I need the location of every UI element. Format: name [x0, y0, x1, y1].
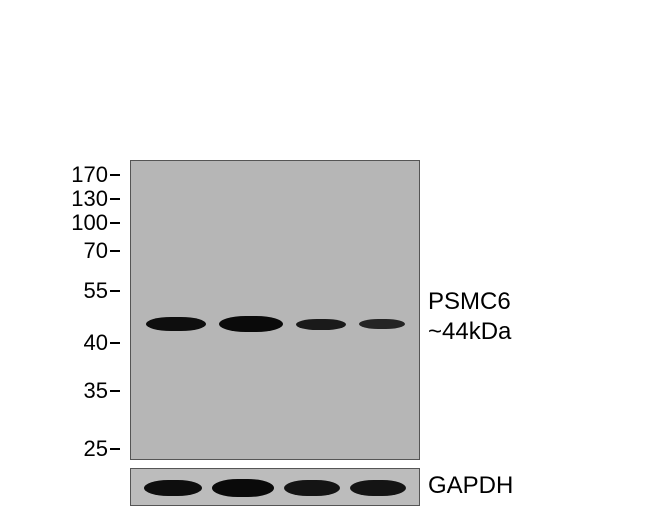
- mw-tick: [110, 448, 120, 450]
- gapdh-band-lane2: [212, 479, 274, 497]
- mw-marker: 35: [84, 378, 120, 404]
- mw-tick: [110, 290, 120, 292]
- mw-tick: [110, 198, 120, 200]
- mw-marker: 170: [71, 162, 120, 188]
- mw-marker-value: 170: [71, 162, 110, 188]
- mw-marker-value: 55: [84, 278, 110, 304]
- mw-tick: [110, 250, 120, 252]
- gapdh-band-row: [131, 479, 419, 497]
- mw-marker: 40: [84, 330, 120, 356]
- band-lane2: [219, 316, 283, 332]
- mw-tick: [110, 174, 120, 176]
- mw-marker-value: 100: [71, 210, 110, 236]
- mw-marker-column: 170 130 100 70 55 40 35 25: [0, 160, 120, 470]
- mw-tick: [110, 222, 120, 224]
- mw-marker: 55: [84, 278, 120, 304]
- right-labels-group: PSMC6 ~44kDa GAPDH: [428, 160, 648, 500]
- lane-labels-group: 293T SH-SY5Y Mouse heart Mouse kidney: [0, 0, 650, 160]
- blot-main-psmc6: [130, 160, 420, 460]
- mw-tick: [110, 342, 120, 344]
- band-lane4: [359, 319, 405, 329]
- band-lane3: [296, 319, 346, 330]
- band-lane1: [146, 317, 206, 331]
- molecular-weight-label: ~44kDa: [428, 318, 511, 346]
- gapdh-band-lane3: [284, 480, 340, 496]
- protein-name-label: PSMC6: [428, 288, 511, 316]
- blot-gapdh: [130, 468, 420, 506]
- gapdh-band-lane1: [144, 480, 202, 496]
- mw-marker-value: 70: [84, 238, 110, 264]
- psmc6-band-row: [131, 316, 419, 332]
- western-blot-figure: 293T SH-SY5Y Mouse heart Mouse kidney 17…: [0, 0, 650, 520]
- mw-marker-value: 35: [84, 378, 110, 404]
- gapdh-band-lane4: [350, 480, 406, 496]
- mw-marker-value: 130: [71, 186, 110, 212]
- mw-marker: 25: [84, 436, 120, 462]
- loading-control-label: GAPDH: [428, 472, 513, 500]
- mw-marker-value: 25: [84, 436, 110, 462]
- mw-marker: 100: [71, 210, 120, 236]
- mw-marker-value: 40: [84, 330, 110, 356]
- mw-tick: [110, 390, 120, 392]
- mw-marker: 70: [84, 238, 120, 264]
- mw-marker: 130: [71, 186, 120, 212]
